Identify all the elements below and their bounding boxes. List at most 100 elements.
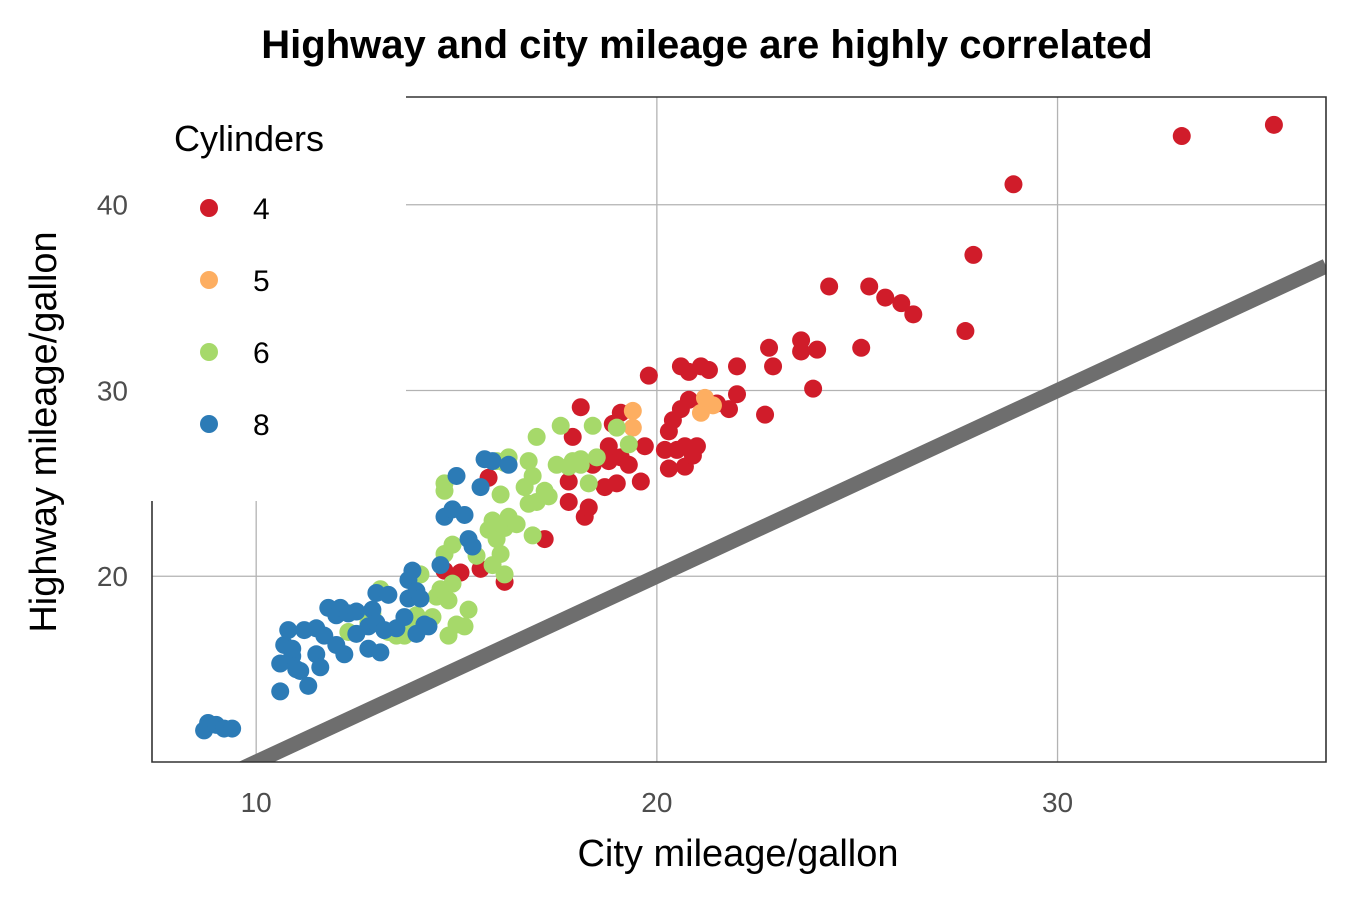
point-cyl-6 (583, 416, 602, 435)
y-tick-labels: 20 30 40 (97, 190, 128, 593)
point-cyl-8 (279, 621, 298, 640)
legend: Cylinders 4 5 6 8 (174, 118, 324, 442)
point-cyl-8 (411, 589, 430, 608)
point-cyl-6 (495, 565, 514, 584)
legend-box (152, 96, 406, 501)
point-cyl-5 (623, 401, 642, 420)
point-cyl-5 (623, 418, 642, 437)
point-cyl-8 (315, 626, 334, 645)
point-cyl-6 (571, 450, 590, 469)
point-cyl-8 (447, 466, 466, 485)
point-cyl-6 (443, 574, 462, 593)
point-cyl-4 (1264, 115, 1283, 134)
point-cyl-8 (223, 719, 242, 738)
point-cyl-4 (719, 400, 738, 419)
point-cyl-6 (551, 416, 570, 435)
legend-label: 5 (253, 265, 270, 298)
panel-border (151, 96, 1327, 763)
points-layer (195, 115, 1283, 740)
point-cyl-4 (607, 474, 626, 493)
chart-title: Highway and city mileage are highly corr… (261, 23, 1152, 67)
point-cyl-8 (291, 661, 310, 680)
point-cyl-6 (539, 487, 558, 506)
point-cyl-6 (607, 418, 626, 437)
point-cyl-8 (471, 478, 490, 497)
legend-key-8 (200, 415, 218, 433)
point-cyl-8 (403, 561, 422, 580)
point-cyl-4 (904, 305, 923, 324)
point-cyl-4 (659, 459, 678, 478)
point-cyl-4 (760, 338, 779, 357)
legend-label: 8 (253, 409, 270, 442)
point-cyl-4 (635, 437, 654, 456)
point-cyl-4 (820, 277, 839, 296)
point-cyl-4 (571, 398, 590, 417)
point-cyl-8 (431, 556, 450, 575)
point-cyl-6 (519, 452, 538, 471)
point-cyl-8 (347, 602, 366, 621)
point-cyl-8 (483, 452, 502, 471)
panel-frame (151, 96, 1327, 763)
point-cyl-6 (507, 515, 526, 534)
point-cyl-8 (463, 537, 482, 556)
reference-line-layer (238, 259, 1326, 762)
point-cyl-4 (559, 492, 578, 511)
point-cyl-4 (679, 390, 698, 409)
point-cyl-6 (491, 544, 510, 563)
point-cyl-4 (599, 437, 618, 456)
point-cyl-6 (579, 474, 598, 493)
x-axis-title: City mileage/gallon (577, 833, 898, 875)
point-cyl-5 (695, 388, 714, 407)
point-cyl-8 (347, 624, 366, 643)
point-cyl-4 (860, 277, 879, 296)
y-axis-title: Highway mileage/gallon (23, 231, 65, 632)
point-cyl-4 (964, 245, 983, 264)
point-cyl-4 (639, 366, 658, 385)
point-cyl-4 (631, 472, 650, 491)
point-cyl-4 (756, 405, 775, 424)
point-cyl-6 (527, 427, 546, 446)
x-tick-label: 10 (241, 787, 272, 818)
point-cyl-6 (439, 591, 458, 610)
point-cyl-4 (579, 498, 598, 517)
point-cyl-8 (371, 643, 390, 662)
point-cyl-4 (852, 338, 871, 357)
point-cyl-6 (587, 448, 606, 467)
point-cyl-8 (379, 585, 398, 604)
legend-label: 6 (253, 337, 270, 370)
point-cyl-8 (311, 658, 330, 677)
legend-label: 4 (253, 193, 270, 226)
point-cyl-8 (419, 617, 438, 636)
legend-key-5 (200, 271, 218, 289)
point-cyl-6 (491, 485, 510, 504)
point-cyl-4 (687, 437, 706, 456)
point-cyl-6 (523, 466, 542, 485)
point-cyl-4 (1004, 175, 1023, 194)
point-cyl-6 (455, 617, 474, 636)
point-cyl-4 (699, 361, 718, 380)
point-cyl-4 (727, 385, 746, 404)
series-4 (435, 115, 1283, 591)
point-cyl-4 (727, 357, 746, 376)
point-cyl-8 (335, 645, 354, 664)
x-tick-label: 20 (641, 787, 672, 818)
legend-key-6 (200, 343, 218, 361)
legend-title: Cylinders (174, 118, 324, 159)
point-cyl-8 (395, 608, 414, 627)
point-cyl-6 (443, 535, 462, 554)
series-5 (623, 388, 722, 437)
point-cyl-4 (892, 294, 911, 313)
point-cyl-4 (1172, 127, 1191, 146)
point-cyl-4 (808, 340, 827, 359)
point-cyl-4 (876, 288, 895, 307)
point-cyl-6 (619, 435, 638, 454)
x-tick-label: 30 (1042, 787, 1073, 818)
point-cyl-4 (792, 331, 811, 350)
point-cyl-4 (619, 455, 638, 474)
point-cyl-4 (764, 357, 783, 376)
legend-key-4 (200, 199, 218, 217)
y-tick-label: 40 (97, 190, 128, 221)
point-cyl-4 (804, 379, 823, 398)
reference-line (238, 259, 1326, 762)
